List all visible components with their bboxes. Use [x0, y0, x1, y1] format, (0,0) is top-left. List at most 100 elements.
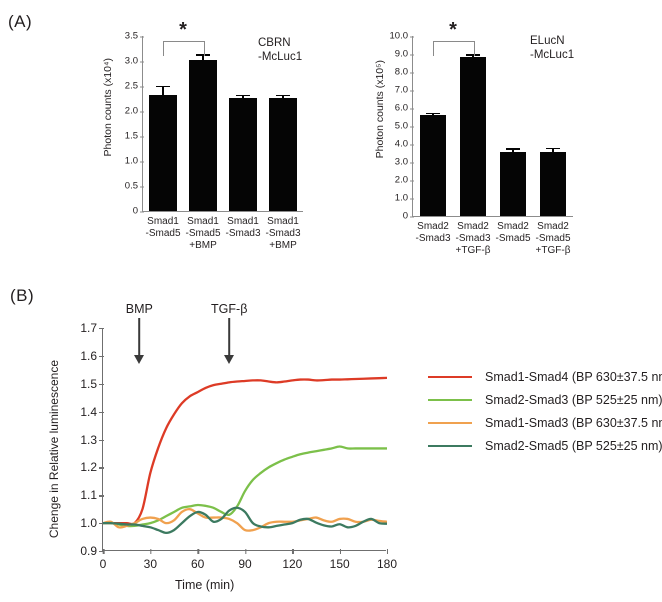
- x-axis-tick: 90: [238, 549, 252, 571]
- treatment-arrow-shaft-2: [228, 318, 231, 356]
- y-axis-tick: 7.0: [395, 85, 414, 96]
- y-axis-tick: 1.6: [80, 349, 104, 363]
- error-bar: [512, 148, 514, 153]
- line-series-2: [103, 445, 387, 528]
- y-axis-tick: 9.0: [395, 49, 414, 60]
- treatment-arrow-head-2: [224, 355, 235, 364]
- y-axis-tick: 5.0: [395, 121, 414, 132]
- error-bar-cap: [426, 112, 440, 115]
- error-bar: [202, 54, 204, 60]
- error-bar-cap: [275, 94, 291, 97]
- line-chart-timecourse: Chenge in Relative luminescence 0.9 1.0 1.…: [45, 300, 415, 600]
- elucn-chart-title: ELucN -McLuc1: [530, 35, 575, 61]
- x-axis-tick: 0: [100, 549, 106, 571]
- bar: [189, 59, 217, 211]
- legend-item[interactable]: Smad1-Smad4 (BP 630±37.5 nm): [428, 370, 662, 384]
- y-axis-tick: 1.1: [80, 488, 104, 502]
- error-bar-cap: [546, 147, 560, 150]
- treatment-arrow-label-1: BMP: [125, 302, 153, 316]
- y-axis-tick: 1.5: [80, 377, 104, 391]
- legend-color-swatch: [428, 398, 472, 402]
- y-axis-tick: 2.5: [125, 81, 144, 92]
- x-axis-category-label: Smad1 -Smad5: [145, 216, 181, 239]
- x-axis-tick: 120: [282, 549, 302, 571]
- y-axis-tick: 2.0: [395, 175, 414, 186]
- line-series-3: [103, 508, 387, 532]
- y-axis-tick: 0.9: [80, 544, 104, 558]
- bar: [149, 95, 177, 211]
- error-bar-cap: [155, 85, 171, 88]
- y-axis-tick: 0.5: [125, 181, 144, 192]
- cbrn-plot-area: 0 0.5 1.0 1.5 2.0 2.5 3.0 3.5 Smad1 -Smad5 Smad1 …: [125, 20, 303, 251]
- x-axis-category-label: Smad1 -Smad3 +BMP: [265, 216, 301, 251]
- bar-chart-elucn-mcluc1: Photon counts (x10⁵) ELucN -McLuc1 0 1.0 2…: [372, 18, 622, 273]
- panel-a-label: (A): [8, 12, 33, 31]
- x-axis-tick: 150: [330, 549, 350, 571]
- x-axis-category-label: Smad2 -Smad3: [415, 221, 451, 244]
- legend-item[interactable]: Smad2-Smad5 (BP 525±25 nm): [428, 439, 662, 453]
- x-axis-category-label: Smad1 -Smad3: [225, 216, 261, 239]
- legend-label: Smad1-Smad3 (BP 630±37.5 nm): [485, 416, 662, 430]
- legend-color-swatch: [428, 444, 472, 448]
- legend-color-swatch: [428, 375, 472, 379]
- y-axis-tick: 1.4: [80, 405, 104, 419]
- significance-star: *: [449, 19, 457, 41]
- cbrn-chart-title: CBRN -McLuc1: [258, 37, 303, 63]
- y-axis-tick: 10.0: [390, 31, 413, 42]
- legend-color-swatch: [428, 421, 472, 425]
- significance-bracket: [163, 41, 205, 56]
- treatment-arrow-head-1: [134, 355, 145, 364]
- bar: [499, 152, 527, 216]
- bar-chart-cbrn-mcluc1: Photon counts (x10⁴) CBRN -McLuc1 0 0.5 1.…: [100, 18, 340, 268]
- x-axis-category-label: Smad1 -Smad5 +BMP: [185, 216, 221, 251]
- error-bar-cap: [235, 94, 251, 97]
- x-axis-category-label: Smad2 -Smad5: [495, 221, 531, 244]
- y-axis-tick: 1.0: [80, 516, 104, 530]
- y-axis-tick: 1.2: [80, 460, 104, 474]
- error-bar: [162, 85, 164, 95]
- treatment-arrow-shaft-1: [138, 318, 141, 356]
- y-axis-tick: 4.0: [395, 139, 414, 150]
- bar: [419, 115, 447, 216]
- cbrn-y-axis-label: Photon counts (x10⁴): [102, 58, 114, 157]
- y-axis-tick: 1.3: [80, 433, 104, 447]
- line-chart-y-axis-label: Chenge in Relative luminescence: [47, 360, 61, 539]
- line-chart-x-axis-label: Time (min): [175, 578, 235, 592]
- elucn-plot-area: 0 1.0 2.0 3.0 4.0 5.0 6.0 7.0 8.0 9.0 10.0 Smad2 -S…: [390, 20, 573, 256]
- x-axis-tick: 180: [377, 549, 397, 571]
- bar: [269, 97, 297, 211]
- x-axis-tick: 30: [144, 549, 157, 571]
- legend-item[interactable]: Smad2-Smad3 (BP 525±25 nm): [428, 393, 662, 407]
- y-axis-tick: 3.5: [125, 31, 144, 42]
- legend-label: Smad1-Smad4 (BP 630±37.5 nm): [485, 370, 662, 384]
- error-bar-cap: [466, 53, 480, 56]
- bar: [229, 97, 257, 211]
- y-axis-tick: 1.0: [125, 156, 144, 167]
- line-series-4: [103, 506, 387, 535]
- legend-label: Smad2-Smad5 (BP 525±25 nm): [485, 439, 662, 453]
- y-axis-tick: 2.0: [125, 106, 144, 117]
- x-axis-category-label: Smad2 -Smad3 +TGF-β: [455, 221, 491, 256]
- line-series-group: [103, 376, 387, 535]
- y-axis-tick: 3.0: [395, 157, 414, 168]
- y-axis-tick: 0: [133, 206, 144, 217]
- error-bar-cap: [506, 148, 520, 150]
- legend-item[interactable]: Smad1-Smad3 (BP 630±37.5 nm): [428, 416, 662, 430]
- treatment-arrow-label-2: TGF-β: [211, 302, 248, 316]
- y-axis-tick: 6.0: [395, 103, 414, 114]
- line-chart-plot-area: 0.9 1.0 1.1 1.2 1.3 1.4 1.5 1.6 1.7 0 30 60 90 120 150…: [80, 302, 397, 571]
- panel-b-label: (B): [10, 286, 35, 305]
- y-axis-tick: 8.0: [395, 67, 414, 78]
- x-axis-tick: 60: [191, 549, 204, 571]
- significance-bracket: [433, 41, 475, 56]
- x-axis-category-label: Smad2 -Smad5 +TGF-β: [535, 221, 571, 256]
- significance-star: *: [179, 19, 187, 41]
- line-chart-legend: Smad1-Smad4 (BP 630±37.5 nm) Smad2-Smad3 …: [428, 370, 662, 453]
- bar: [539, 152, 567, 216]
- y-axis-tick: 1.5: [125, 131, 144, 142]
- error-bar-cap: [195, 54, 211, 56]
- bar: [459, 56, 487, 216]
- y-axis-tick: 0: [403, 211, 414, 222]
- legend-label: Smad2-Smad3 (BP 525±25 nm): [485, 393, 662, 407]
- elucn-y-axis-label: Photon counts (x10⁵): [374, 60, 386, 159]
